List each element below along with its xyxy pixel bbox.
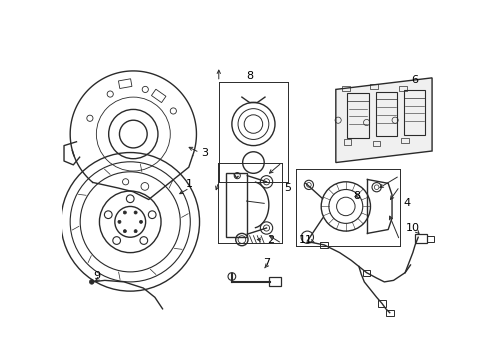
Text: 4: 4: [404, 198, 411, 208]
Bar: [378, 300, 386, 306]
Bar: [151, 89, 166, 103]
Polygon shape: [336, 78, 432, 163]
Circle shape: [148, 211, 156, 219]
Circle shape: [118, 220, 121, 223]
Text: 1: 1: [186, 179, 193, 189]
Bar: [342, 86, 350, 91]
Bar: [343, 139, 351, 145]
Circle shape: [123, 230, 126, 233]
Bar: [347, 93, 369, 138]
Bar: [370, 84, 378, 89]
Bar: [320, 242, 328, 248]
Text: 6: 6: [412, 75, 418, 85]
Circle shape: [89, 280, 94, 284]
Bar: [363, 270, 370, 276]
Circle shape: [134, 211, 137, 214]
Bar: [226, 172, 247, 237]
Text: 8: 8: [353, 191, 360, 201]
Bar: [119, 79, 132, 89]
Bar: [399, 86, 407, 91]
Text: 10: 10: [406, 223, 420, 233]
Bar: [373, 141, 381, 147]
Bar: [401, 138, 409, 143]
Circle shape: [140, 220, 143, 223]
Bar: [269, 276, 281, 286]
Text: 9: 9: [94, 271, 100, 281]
Circle shape: [140, 237, 147, 244]
Circle shape: [134, 230, 137, 233]
Circle shape: [123, 211, 126, 214]
Circle shape: [113, 237, 121, 244]
Circle shape: [104, 211, 112, 219]
Text: 11: 11: [299, 235, 313, 245]
Bar: [404, 90, 425, 135]
Bar: [386, 310, 393, 316]
Text: 8: 8: [246, 71, 253, 81]
Bar: [415, 234, 427, 243]
Text: 7: 7: [263, 258, 270, 267]
Bar: [427, 236, 434, 242]
Text: 5: 5: [284, 183, 291, 193]
Bar: [376, 92, 397, 136]
Circle shape: [126, 195, 134, 203]
Text: 3: 3: [201, 148, 208, 158]
Text: 2: 2: [267, 235, 274, 244]
